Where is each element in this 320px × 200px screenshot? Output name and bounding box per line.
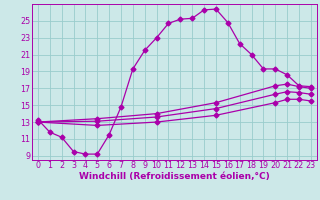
X-axis label: Windchill (Refroidissement éolien,°C): Windchill (Refroidissement éolien,°C) — [79, 172, 270, 181]
